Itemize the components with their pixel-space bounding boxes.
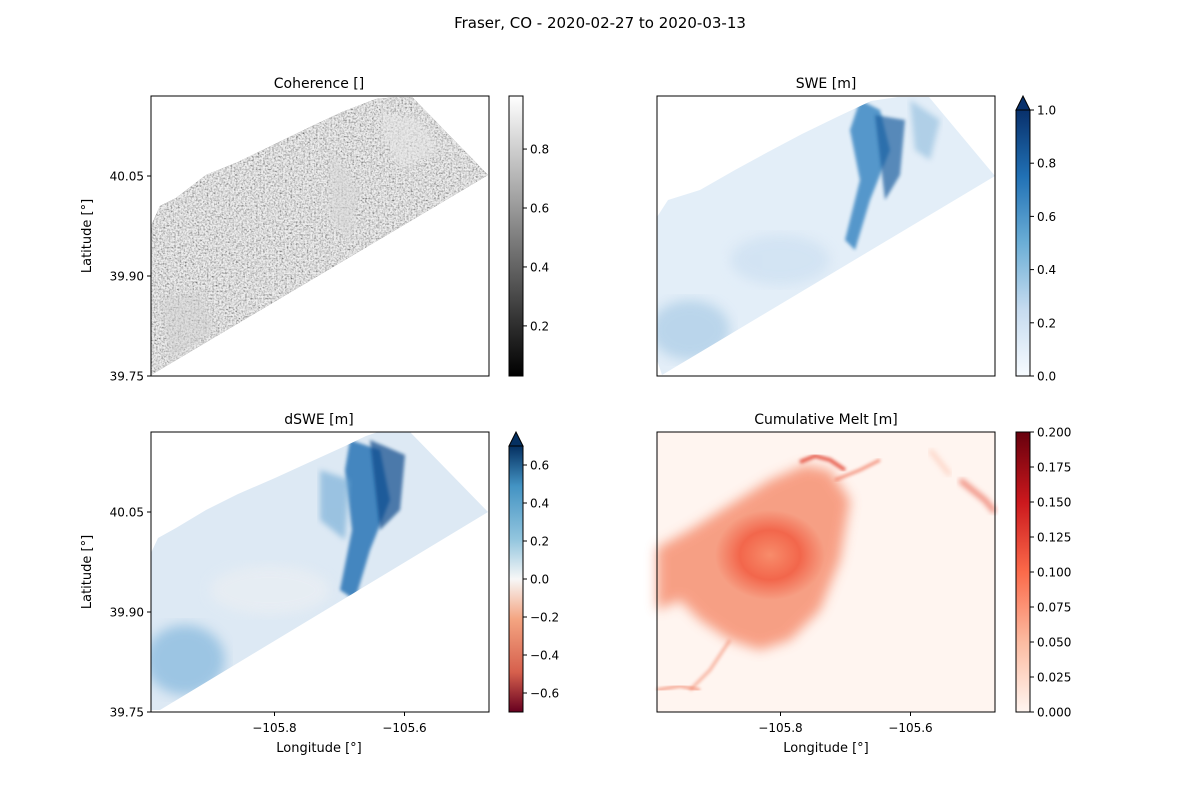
colorbar-tick-label: 0.2: [530, 319, 549, 333]
y-tick-label: 40.05: [110, 170, 144, 184]
y-ticks: 39.75 39.90 40.05: [110, 506, 151, 720]
colorbar-tick-label: 0.4: [1037, 263, 1056, 277]
colorbar-tick-label: 0.6: [530, 202, 549, 216]
colorbar-tick-label: 0.6: [1037, 210, 1056, 224]
axes-frame: [150, 95, 490, 377]
colorbar: 0.0 0.2 0.4 0.6 0.8 1.0: [1015, 94, 1056, 384]
colorbar-tick-label: 0.150: [1037, 496, 1071, 510]
axes-frame: [656, 431, 996, 713]
panel-title: Cumulative Melt [m]: [754, 412, 897, 428]
colorbar-tick-label: 0.025: [1037, 671, 1071, 685]
panel-dswe: dSWE [m] 39.75 39.90 40.05 −105.8 −105.6 La…: [80, 412, 559, 756]
figure-suptitle: Fraser, CO - 2020-02-27 to 2020-03-13: [454, 14, 746, 32]
axes-frame: [656, 95, 996, 377]
colorbar-tick-label: 0.050: [1037, 636, 1071, 650]
colorbar-tick-label: 0.175: [1037, 461, 1071, 475]
colorbar-tick-label: −0.4: [530, 649, 559, 663]
colorbar-tick-label: 0.8: [1037, 157, 1056, 171]
panel-swe: SWE [m] 0.0 0.2 0.4 0.6 0.8 1.0: [656, 76, 1056, 384]
y-tick-label: 40.05: [110, 506, 144, 520]
heatmap-image: [151, 97, 488, 375]
colorbar-tick-label: 1.0: [1037, 104, 1056, 118]
y-axis-label: Latitude [°]: [80, 199, 95, 273]
colorbar-tick-label: 0.100: [1037, 566, 1071, 580]
colorbar: 0.000 0.025 0.050 0.075 0.100 0.125 0.150 0.175…: [1015, 426, 1071, 720]
panel-coherence: Coherence [] 39.75 39.90 40.05 Latitude [°…: [80, 76, 549, 384]
colorbar-tick-label: 0.2: [1037, 316, 1056, 330]
colorbar-tick-label: 0.6: [530, 459, 549, 473]
panel-title: SWE [m]: [796, 76, 857, 92]
colorbar-tick-label: 0.0: [1037, 370, 1056, 384]
panel-title: dSWE [m]: [284, 412, 353, 428]
heatmap-image: [657, 97, 995, 375]
colorbar-tick-label: 0.075: [1037, 601, 1071, 615]
colorbar-tick-label: 0.4: [530, 260, 549, 274]
y-axis-label: Latitude [°]: [80, 535, 95, 609]
x-tick-label: −105.8: [252, 721, 296, 735]
y-tick-label: 39.75: [110, 706, 144, 720]
colorbar-tick-label: 0.000: [1037, 706, 1071, 720]
y-tick-label: 39.90: [110, 606, 144, 620]
x-tick-label: −105.6: [382, 721, 426, 735]
y-tick-label: 39.75: [110, 370, 144, 384]
colorbar: −0.6 −0.4 −0.2 0.0 0.2 0.4 0.6: [508, 430, 559, 713]
colorbar-tick-label: 0.0: [530, 573, 549, 587]
colorbar-extend-arrow: [508, 430, 524, 447]
x-tick-label: −105.8: [758, 721, 802, 735]
colorbar-tick-label: 0.2: [530, 535, 549, 549]
colorbar-tick-label: 0.8: [530, 143, 549, 157]
panel-title: Coherence []: [274, 76, 364, 92]
colorbar-ticks: 0.0 0.2 0.4 0.6 0.8 1.0: [1030, 104, 1056, 384]
panel-melt: Cumulative Melt [m] −105.8 −105.6 Longitu…: [656, 412, 1071, 756]
axes-frame: [150, 431, 490, 713]
heatmap-image: [151, 432, 488, 710]
colorbar-ticks: −0.6 −0.4 −0.2 0.0 0.2 0.4 0.6: [523, 459, 559, 701]
heatmap-image: [656, 432, 997, 712]
colorbar-ticks: 0.000 0.025 0.050 0.075 0.100 0.125 0.150 0.175…: [1030, 426, 1071, 720]
colorbar-extend-arrow: [1015, 94, 1031, 111]
colorbar-tick-label: 0.4: [530, 497, 549, 511]
colorbar-tick-label: 0.200: [1037, 426, 1071, 440]
y-tick-label: 39.90: [110, 270, 144, 284]
x-ticks: −105.8 −105.6: [252, 712, 427, 735]
x-axis-label: Longitude [°]: [783, 741, 868, 756]
y-ticks: 39.75 39.90 40.05: [110, 170, 151, 384]
colorbar-ticks: 0.2 0.4 0.6 0.8: [523, 143, 549, 333]
colorbar: 0.2 0.4 0.6 0.8: [508, 95, 549, 377]
colorbar-tick-label: −0.2: [530, 611, 559, 625]
x-axis-label: Longitude [°]: [276, 741, 361, 756]
colorbar-tick-label: 0.125: [1037, 531, 1071, 545]
x-ticks: −105.8 −105.6: [758, 712, 933, 735]
colorbar-tick-label: −0.6: [530, 687, 559, 701]
x-tick-label: −105.6: [888, 721, 932, 735]
